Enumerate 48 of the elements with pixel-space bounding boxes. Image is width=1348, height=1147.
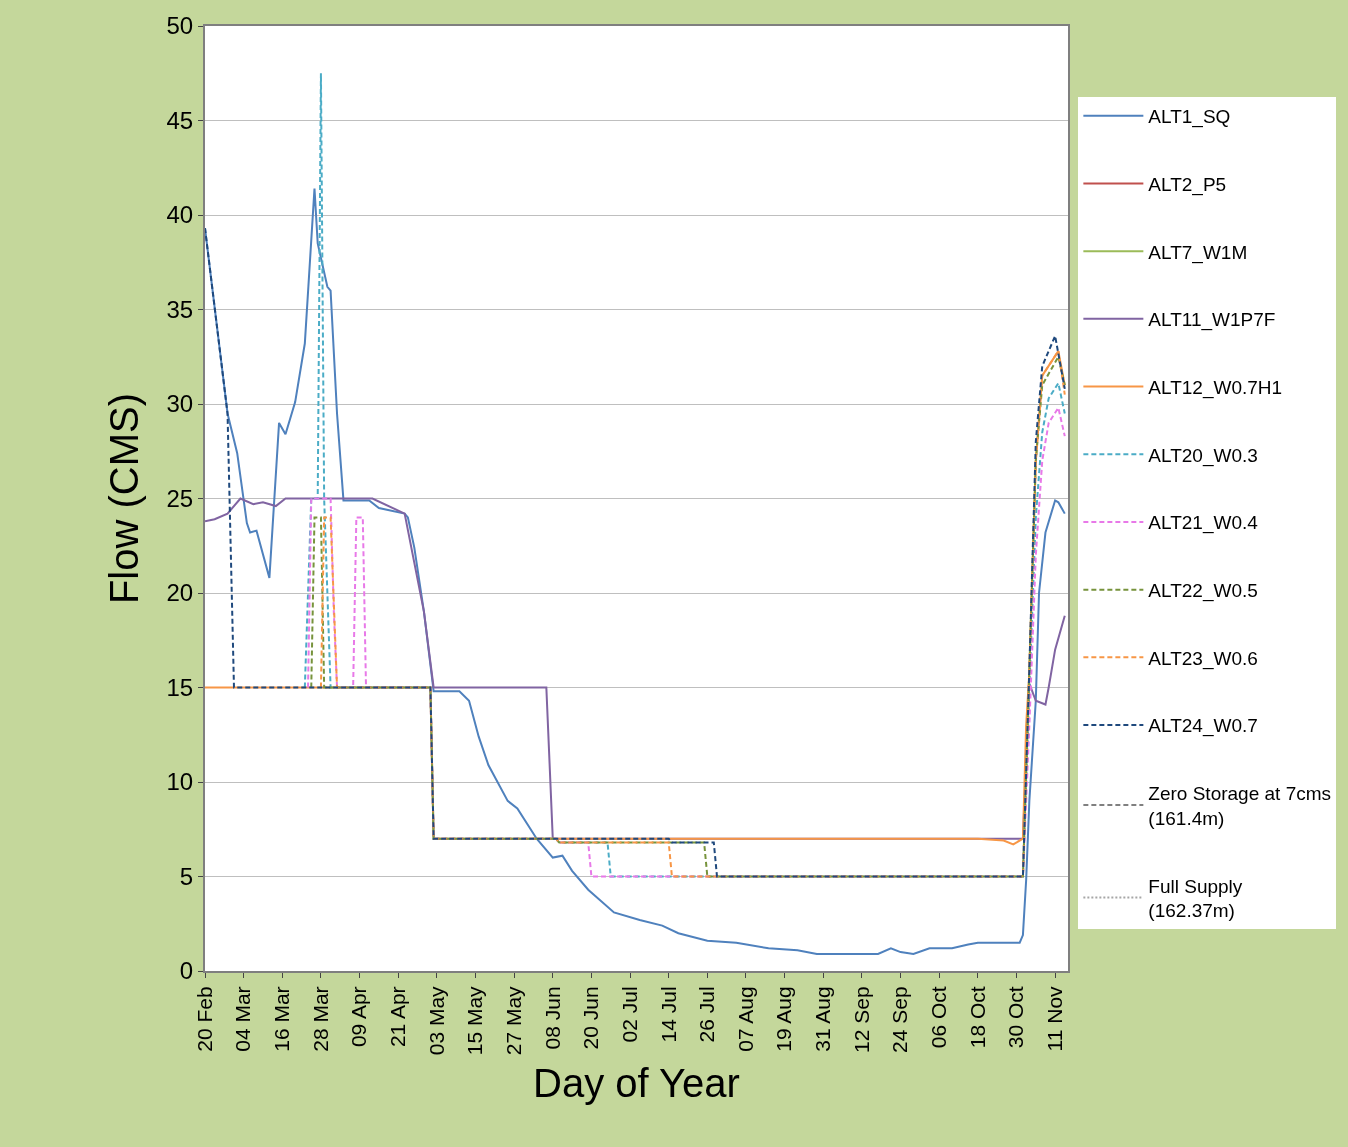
y-axis-title: Flow (CMS): [102, 392, 147, 605]
x-tick-label: 14 Jul: [656, 986, 680, 1043]
y-tick-label: 30: [166, 390, 194, 418]
x-tick-label: 19 Aug: [772, 986, 796, 1052]
y-tick-label: 50: [166, 12, 194, 40]
y-tick-label: 10: [166, 768, 194, 796]
y-tick-label: 35: [166, 295, 194, 323]
y-tick-label: 40: [166, 201, 194, 229]
x-tick-label: 07 Aug: [733, 986, 757, 1052]
legend-label: ALT11_W1P7F: [1148, 309, 1276, 332]
x-tick-label: 08 Jun: [540, 986, 564, 1050]
x-tick-label: 18 Oct: [965, 986, 989, 1049]
y-tick-label: 5: [179, 862, 194, 890]
legend-label: Zero Storage at 7cms (161.4m): [1148, 783, 1332, 829]
x-tick-label: 04 Mar: [231, 986, 255, 1052]
x-tick-label: 30 Oct: [1004, 986, 1028, 1049]
y-tick-label: 25: [166, 484, 194, 512]
x-tick-label: 11 Nov: [1042, 985, 1066, 1052]
x-tick-label: 31 Aug: [811, 986, 835, 1052]
x-tick-label: 06 Oct: [927, 986, 951, 1049]
x-tick-label: 15 May: [463, 985, 487, 1056]
x-tick-label: 12 Sep: [849, 986, 873, 1053]
x-tick-label: 20 Jun: [579, 986, 603, 1050]
legend-label: ALT24_W0.7: [1148, 715, 1258, 738]
legend-label: ALT20_W0.3: [1148, 444, 1258, 467]
y-tick-label: 0: [179, 957, 194, 985]
x-tick-label: 02 Jul: [617, 986, 641, 1043]
legend-label: ALT1_SQ: [1148, 106, 1231, 129]
legend-label: Full Supply (162.37m): [1148, 875, 1243, 922]
x-tick-label: 27 May: [501, 985, 525, 1056]
x-tick-label: 21 Apr: [386, 986, 410, 1048]
legend-label: ALT21_W0.4: [1148, 512, 1259, 535]
legend-label: ALT22_W0.5: [1148, 580, 1258, 603]
y-tick-label: 15: [166, 673, 194, 701]
legend-label: ALT2_P5: [1148, 173, 1227, 196]
y-tick-label: 20: [166, 579, 194, 607]
x-tick-label: 03 May: [424, 985, 448, 1056]
legend-label: ALT23_W0.6: [1148, 647, 1258, 670]
x-tick-label: 26 Jul: [695, 986, 719, 1043]
x-tick-label: 20 Feb: [192, 986, 216, 1052]
y-tick-label: 45: [166, 106, 194, 134]
legend-label: ALT7_W1M: [1148, 241, 1248, 264]
legend-label: ALT12_W0.7H1: [1148, 376, 1283, 399]
x-axis-title: Day of Year: [533, 1061, 740, 1106]
x-tick-label: 24 Sep: [888, 986, 912, 1053]
x-tick-label: 28 Mar: [308, 986, 332, 1052]
x-tick-label: 16 Mar: [270, 986, 294, 1052]
x-tick-label: 09 Apr: [347, 986, 371, 1048]
